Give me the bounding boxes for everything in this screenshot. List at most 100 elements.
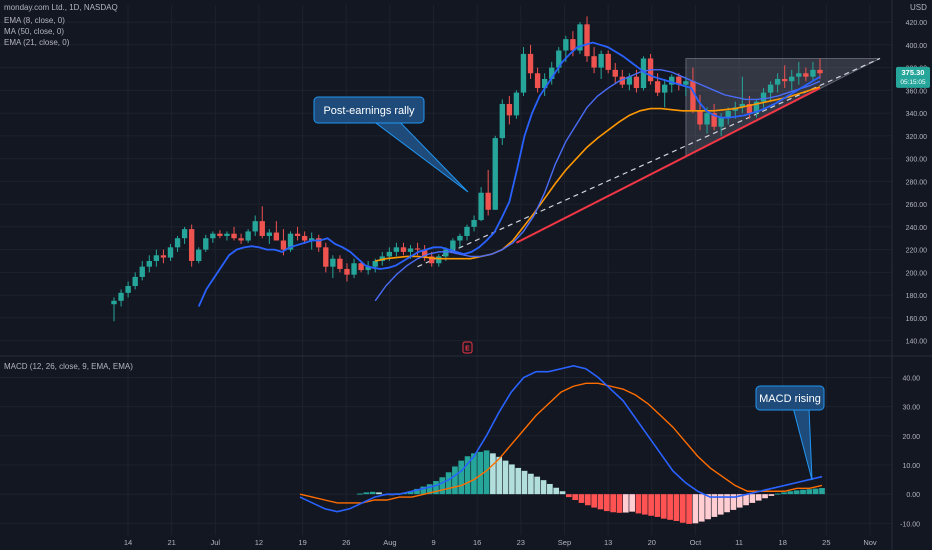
price-tick-label: 220.00 bbox=[906, 248, 928, 255]
candle bbox=[789, 76, 795, 82]
price-tick-label: 160.00 bbox=[906, 316, 928, 323]
macd-tick-label: 10.00 bbox=[902, 463, 920, 470]
candle bbox=[541, 78, 548, 89]
candle bbox=[549, 67, 555, 79]
histogram-bar bbox=[629, 494, 635, 512]
candle bbox=[697, 110, 703, 125]
candle bbox=[217, 233, 223, 236]
price-tick-label: 140.00 bbox=[906, 339, 928, 346]
histogram-bar bbox=[812, 488, 819, 495]
histogram-bar bbox=[654, 494, 661, 517]
macd-tick-label: 0.00 bbox=[906, 492, 920, 499]
histogram-bar bbox=[452, 466, 458, 495]
candle bbox=[746, 103, 753, 114]
histogram-bar bbox=[705, 494, 711, 520]
time-tick-label: Sep bbox=[558, 538, 571, 547]
time-tick-label: 16 bbox=[473, 538, 481, 547]
ma50-line bbox=[375, 86, 821, 262]
candle bbox=[598, 53, 604, 68]
histogram-bar bbox=[483, 450, 490, 495]
histogram-bar bbox=[407, 491, 414, 495]
histogram-bar bbox=[591, 494, 598, 508]
histogram-bar bbox=[597, 494, 604, 510]
histogram-bar bbox=[755, 494, 762, 501]
time-tick-label: 18 bbox=[779, 538, 787, 547]
histogram-bar bbox=[793, 490, 800, 495]
candle bbox=[393, 247, 400, 252]
candle bbox=[584, 24, 590, 57]
histogram-bar bbox=[414, 488, 420, 495]
time-tick-label: Aug bbox=[383, 538, 396, 547]
candle bbox=[414, 248, 421, 250]
histogram-bar bbox=[686, 494, 692, 524]
candle bbox=[351, 263, 357, 275]
candle bbox=[803, 73, 809, 77]
indicator-ema8-label: EMA (8, close, 0) bbox=[4, 16, 65, 25]
time-tick-label: 9 bbox=[431, 538, 435, 547]
histogram-bar bbox=[768, 494, 775, 496]
macd-signal-line bbox=[299, 382, 823, 504]
candle bbox=[132, 276, 138, 287]
candle bbox=[478, 192, 484, 221]
price-tick-label: 420.00 bbox=[906, 20, 928, 27]
price-countdown: 05:15:05 bbox=[900, 79, 926, 86]
support-trendline bbox=[515, 87, 821, 244]
histogram-bar bbox=[420, 486, 427, 495]
candle bbox=[344, 268, 350, 275]
candle bbox=[266, 232, 273, 236]
histogram-bar bbox=[762, 494, 768, 499]
price-tick-label: 200.00 bbox=[906, 270, 928, 277]
candle bbox=[111, 300, 117, 305]
candle bbox=[718, 117, 724, 127]
candle bbox=[619, 76, 626, 85]
histogram-bar bbox=[433, 481, 439, 495]
candle bbox=[591, 56, 597, 68]
candle bbox=[485, 192, 491, 210]
time-tick-label: 11 bbox=[735, 538, 743, 547]
candle bbox=[301, 235, 308, 241]
candle bbox=[676, 76, 682, 85]
time-tick-label: 13 bbox=[604, 538, 612, 547]
candle bbox=[443, 249, 449, 257]
candle bbox=[196, 249, 202, 261]
price-tick-label: 280.00 bbox=[906, 179, 928, 186]
histogram-bar bbox=[673, 494, 680, 521]
candle bbox=[407, 248, 414, 252]
candle bbox=[767, 84, 774, 93]
macd-callout-text: MACD rising bbox=[759, 393, 821, 405]
candle bbox=[167, 247, 174, 258]
histogram-bar bbox=[357, 493, 363, 495]
ema21-line bbox=[374, 69, 821, 302]
candle bbox=[669, 76, 675, 85]
histogram-bar bbox=[667, 494, 673, 520]
candle bbox=[626, 76, 633, 85]
histogram-bar bbox=[490, 453, 496, 495]
candle bbox=[506, 103, 513, 116]
candle bbox=[499, 103, 505, 139]
price-tick-label: 340.00 bbox=[906, 111, 928, 118]
histogram-bar bbox=[445, 472, 452, 495]
candle bbox=[711, 113, 717, 127]
candle bbox=[259, 221, 265, 236]
histogram-bar bbox=[730, 494, 737, 510]
ema8-line bbox=[197, 41, 821, 307]
candle bbox=[471, 220, 477, 227]
candle bbox=[457, 235, 463, 241]
macd-callout-box bbox=[755, 385, 825, 411]
histogram-bar bbox=[578, 494, 585, 503]
histogram-bar bbox=[458, 460, 465, 495]
candle bbox=[464, 226, 470, 236]
candle bbox=[139, 266, 145, 277]
histogram-bar bbox=[717, 494, 724, 515]
histogram-bar bbox=[736, 494, 743, 508]
candle bbox=[513, 92, 520, 116]
last-price-tag bbox=[896, 66, 930, 88]
time-tick-label: Jul bbox=[210, 538, 220, 547]
histogram-bar bbox=[679, 494, 686, 523]
histogram-bar bbox=[692, 494, 699, 524]
candle bbox=[534, 73, 541, 89]
candle bbox=[640, 58, 647, 89]
histogram-bar bbox=[698, 494, 705, 522]
candle bbox=[203, 238, 209, 250]
